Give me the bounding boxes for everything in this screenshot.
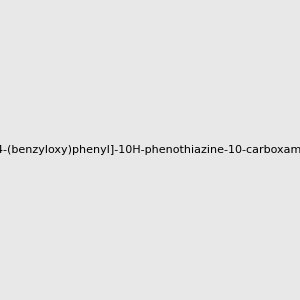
Text: N-[4-(benzyloxy)phenyl]-10H-phenothiazine-10-carboxamide: N-[4-(benzyloxy)phenyl]-10H-phenothiazin… [0,145,300,155]
